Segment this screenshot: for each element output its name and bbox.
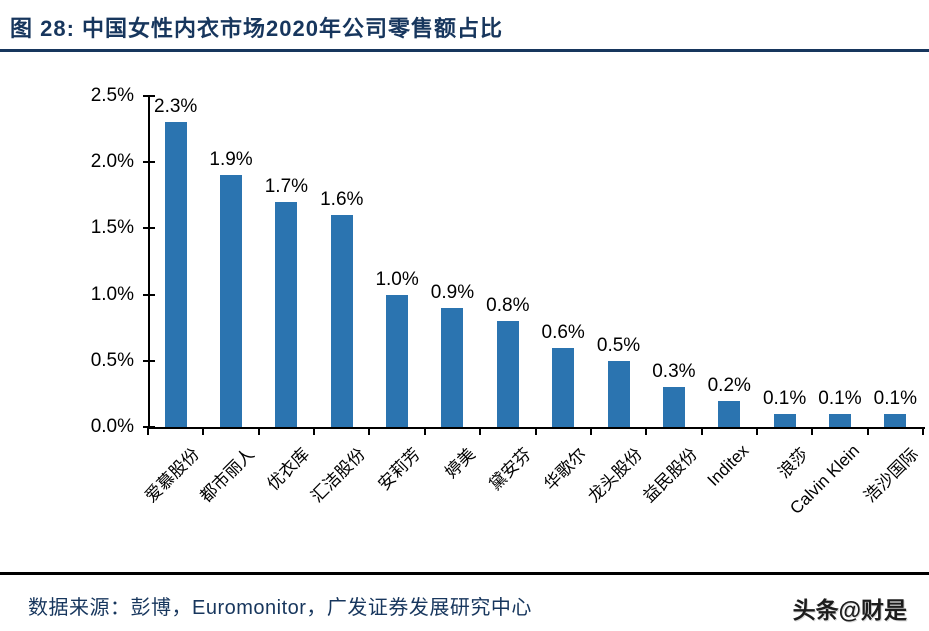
y-axis-tick — [143, 95, 155, 97]
x-category-label: 黛安芬 — [485, 444, 535, 495]
bar — [662, 387, 685, 427]
bar — [496, 321, 519, 427]
bar-value-label: 0.3% — [652, 361, 696, 383]
x-axis-tick — [755, 427, 758, 435]
data-source-text: 数据来源：彭博，Euromonitor，广发证券发展研究中心 — [28, 597, 532, 619]
watermark-text: 头条@财是 — [792, 597, 907, 623]
bar-value-label: 2.3% — [154, 96, 198, 118]
x-axis-tick — [534, 427, 537, 435]
x-category-label: 安莉芳 — [374, 444, 425, 495]
x-category-label: 龙头股份 — [583, 444, 646, 507]
x-axis-tick — [479, 427, 482, 435]
bar — [607, 360, 630, 427]
bar — [164, 122, 187, 427]
x-axis-tick — [866, 427, 869, 435]
bar-value-label: 0.1% — [762, 387, 807, 409]
bar-value-label: 1.9% — [209, 149, 253, 171]
x-category-label: 浩沙国际 — [860, 444, 923, 507]
bar-value-label: 0.5% — [596, 334, 641, 356]
y-axis-label: 2.5% — [90, 85, 134, 106]
y-axis-label: 2.0% — [90, 151, 134, 173]
x-axis-tick — [147, 427, 149, 435]
bar-value-label: 0.1% — [818, 387, 862, 409]
bar — [220, 175, 243, 427]
x-axis-tick — [313, 427, 316, 435]
bar-value-label: 0.6% — [541, 321, 585, 343]
x-axis-tick — [922, 427, 924, 435]
bar-value-label: 0.9% — [430, 281, 475, 303]
x-axis-tick — [257, 427, 260, 435]
bar-value-label: 0.8% — [486, 295, 530, 317]
bar — [275, 201, 298, 427]
y-axis-tick — [143, 359, 155, 362]
bar — [386, 294, 409, 427]
bar — [441, 307, 464, 427]
y-axis-tick — [143, 426, 155, 428]
figure-title: 图 28: 中国女性内衣市场2020年公司零售额占比 — [10, 16, 503, 41]
y-axis-tick — [143, 293, 155, 296]
bar-value-label: 1.0% — [375, 268, 419, 290]
bar — [718, 400, 741, 427]
y-axis-tick — [143, 161, 155, 164]
bar — [330, 215, 353, 427]
y-axis-label: 1.0% — [90, 283, 134, 305]
x-category-label: 婷美 — [441, 444, 480, 483]
plot-area — [148, 96, 925, 429]
x-category-label: 爱慕股份 — [141, 444, 203, 507]
x-axis-tick — [423, 427, 426, 435]
x-axis-tick — [368, 427, 371, 435]
bar — [773, 413, 796, 427]
footer: 数据来源：彭博，Euromonitor，广发证券发展研究中心 头条@财是 — [28, 591, 907, 625]
bar — [828, 413, 851, 427]
x-category-label: 都市丽人 — [196, 444, 259, 507]
x-axis-tick — [589, 427, 592, 435]
bar — [884, 413, 907, 427]
x-category-label: 益民股份 — [639, 444, 701, 507]
footer-divider — [0, 572, 929, 575]
y-axis-tick — [143, 227, 155, 230]
bar-value-label: 1.7% — [264, 175, 309, 197]
x-axis-tick — [811, 427, 814, 435]
x-category-label: Inditex — [703, 441, 753, 490]
title-divider — [0, 49, 929, 52]
y-axis-label: 0.0% — [90, 416, 134, 437]
bar-value-label: 0.2% — [707, 374, 751, 396]
y-axis-label: 0.5% — [90, 349, 134, 371]
x-axis-tick — [645, 427, 648, 435]
x-axis-tick — [202, 427, 205, 435]
x-axis-tick — [700, 427, 703, 435]
x-category-label: 浪莎 — [774, 444, 812, 483]
x-category-label: 汇洁股份 — [307, 444, 369, 507]
bar-value-label: 1.6% — [320, 189, 364, 211]
y-axis-label: 1.5% — [90, 217, 134, 239]
bar — [552, 347, 575, 427]
bar-value-label: 0.1% — [873, 387, 917, 409]
